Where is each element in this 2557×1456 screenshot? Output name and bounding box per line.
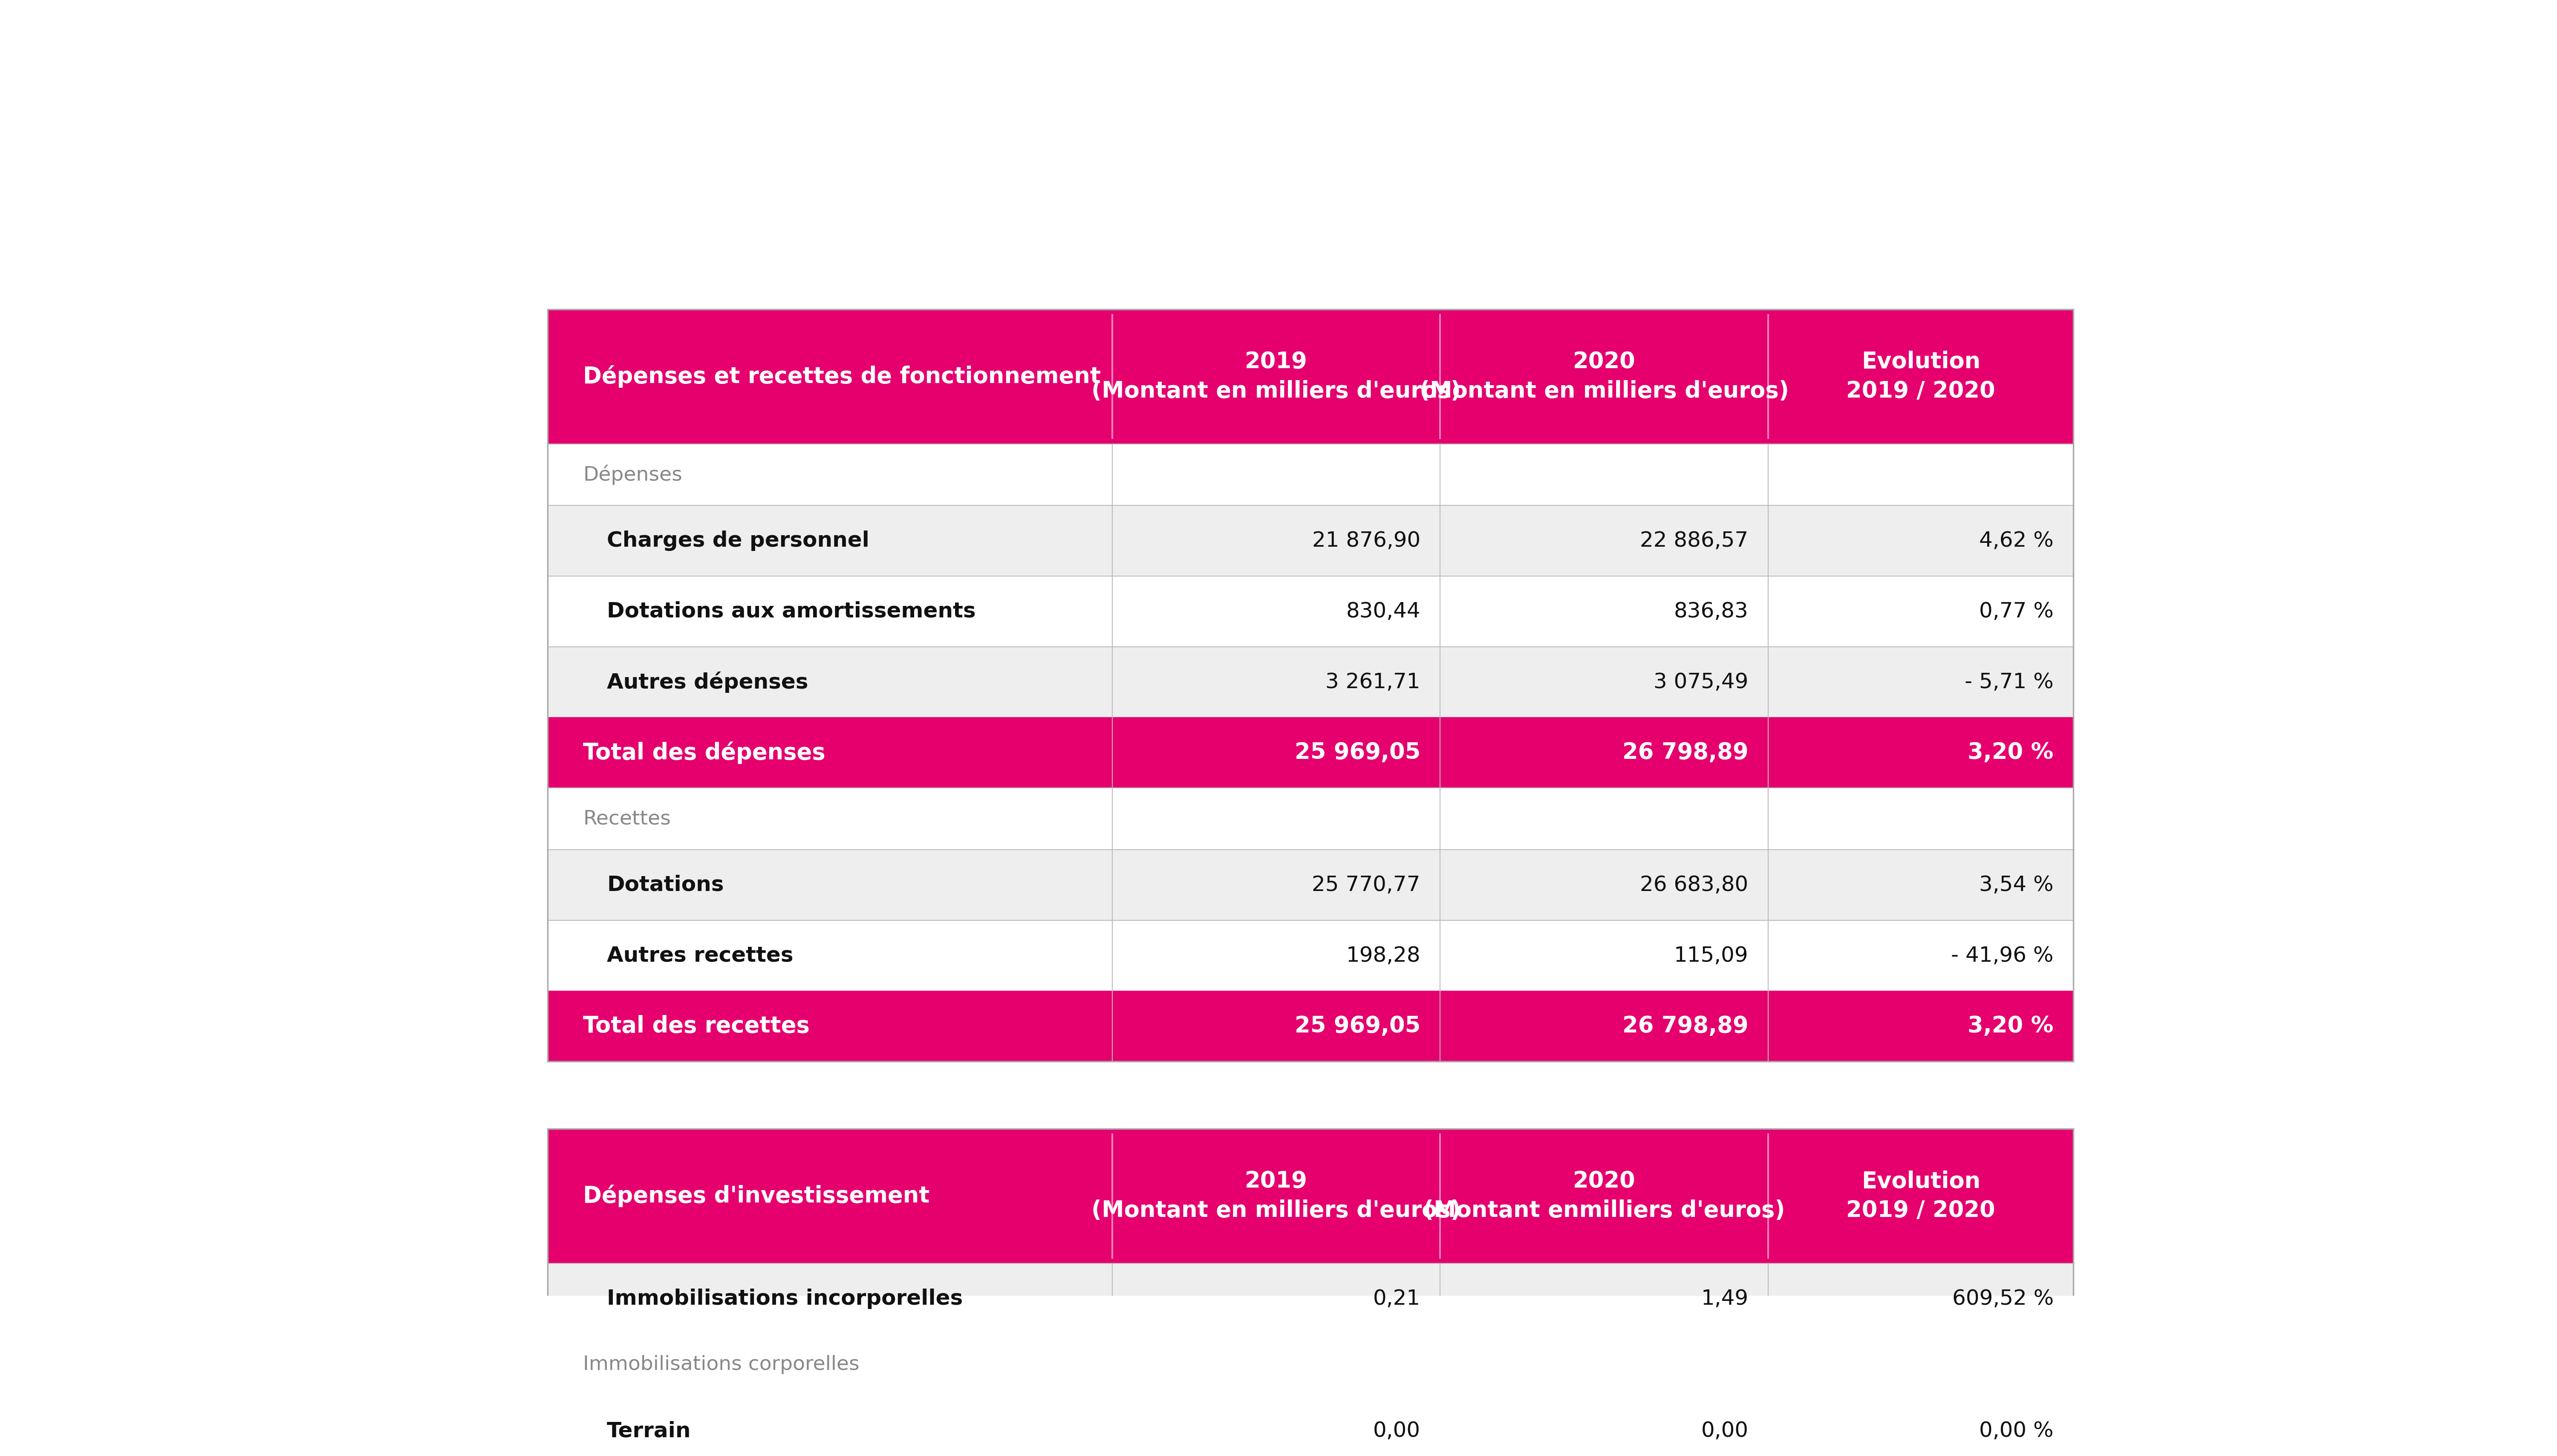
Text: 26 798,89: 26 798,89 xyxy=(1624,741,1749,764)
Bar xyxy=(547,309,2074,444)
Text: 609,52 %: 609,52 % xyxy=(1951,1289,2053,1309)
Text: 3,20 %: 3,20 % xyxy=(1969,1015,2053,1037)
Bar xyxy=(547,309,2074,1061)
Text: Dépenses: Dépenses xyxy=(583,464,683,485)
Text: 21 876,90: 21 876,90 xyxy=(1312,530,1419,550)
Text: Dépenses d'investissement: Dépenses d'investissement xyxy=(583,1185,931,1207)
Text: Recettes: Recettes xyxy=(583,810,670,828)
Text: 2019
(Montant en milliers d'euros): 2019 (Montant en milliers d'euros) xyxy=(1092,351,1460,402)
Text: Total des recettes: Total des recettes xyxy=(583,1015,811,1037)
Text: Charges de personnel: Charges de personnel xyxy=(606,530,869,550)
Text: Evolution
2019 / 2020: Evolution 2019 / 2020 xyxy=(1846,351,1994,402)
Bar xyxy=(547,920,2074,992)
Text: 836,83: 836,83 xyxy=(1675,601,1749,622)
Text: Total des dépenses: Total des dépenses xyxy=(583,741,826,764)
Text: Evolution
2019 / 2020: Evolution 2019 / 2020 xyxy=(1846,1171,1994,1222)
Bar xyxy=(547,992,2074,1061)
Bar xyxy=(547,1264,2074,1334)
Bar xyxy=(547,505,2074,577)
Bar xyxy=(547,577,2074,646)
Bar xyxy=(547,1396,2074,1456)
Text: Terrain: Terrain xyxy=(606,1421,690,1441)
Text: 3,20 %: 3,20 % xyxy=(1969,741,2053,764)
Bar xyxy=(547,718,2074,788)
Text: 25 770,77: 25 770,77 xyxy=(1312,875,1419,895)
Text: 3 261,71: 3 261,71 xyxy=(1325,671,1419,692)
Text: 0,21: 0,21 xyxy=(1373,1289,1419,1309)
Text: 26 798,89: 26 798,89 xyxy=(1624,1015,1749,1037)
Text: 26 683,80: 26 683,80 xyxy=(1639,875,1749,895)
Text: - 41,96 %: - 41,96 % xyxy=(1951,945,2053,965)
Text: 0,00: 0,00 xyxy=(1700,1421,1749,1441)
Text: 25 969,05: 25 969,05 xyxy=(1294,741,1419,764)
Text: Autres dépenses: Autres dépenses xyxy=(606,671,808,693)
Bar xyxy=(547,646,2074,718)
Text: 1,49: 1,49 xyxy=(1700,1289,1749,1309)
Text: 115,09: 115,09 xyxy=(1675,945,1749,965)
Text: 0,00: 0,00 xyxy=(1373,1421,1419,1441)
Text: 2020
(Montant enmilliers d'euros): 2020 (Montant enmilliers d'euros) xyxy=(1424,1171,1785,1222)
Text: 3,54 %: 3,54 % xyxy=(1979,875,2053,895)
Bar xyxy=(547,1128,2074,1264)
Bar xyxy=(547,788,2074,850)
Text: 4,62 %: 4,62 % xyxy=(1979,530,2053,550)
Bar xyxy=(547,1334,2074,1396)
Bar xyxy=(547,1128,2074,1456)
Text: 830,44: 830,44 xyxy=(1345,601,1419,622)
Bar xyxy=(547,444,2074,505)
Text: 3 075,49: 3 075,49 xyxy=(1654,671,1749,692)
Text: Dotations: Dotations xyxy=(606,875,724,895)
Text: 0,00 %: 0,00 % xyxy=(1979,1421,2053,1441)
Text: Immobilisations corporelles: Immobilisations corporelles xyxy=(583,1356,859,1374)
Text: 198,28: 198,28 xyxy=(1345,945,1419,965)
Text: Dotations aux amortissements: Dotations aux amortissements xyxy=(606,601,977,622)
Text: Autres recettes: Autres recettes xyxy=(606,945,793,965)
Text: Immobilisations incorporelles: Immobilisations incorporelles xyxy=(606,1289,964,1309)
Text: 2020
(Montant en milliers d'euros): 2020 (Montant en milliers d'euros) xyxy=(1419,351,1790,402)
Text: 22 886,57: 22 886,57 xyxy=(1639,530,1749,550)
Text: - 5,71 %: - 5,71 % xyxy=(1964,671,2053,692)
Text: 0,77 %: 0,77 % xyxy=(1979,601,2053,622)
Bar xyxy=(547,850,2074,920)
Text: 2019
(Montant en milliers d'euros): 2019 (Montant en milliers d'euros) xyxy=(1092,1171,1460,1222)
Text: 25 969,05: 25 969,05 xyxy=(1294,1015,1419,1037)
Text: Dépenses et recettes de fonctionnement: Dépenses et recettes de fonctionnement xyxy=(583,365,1102,387)
